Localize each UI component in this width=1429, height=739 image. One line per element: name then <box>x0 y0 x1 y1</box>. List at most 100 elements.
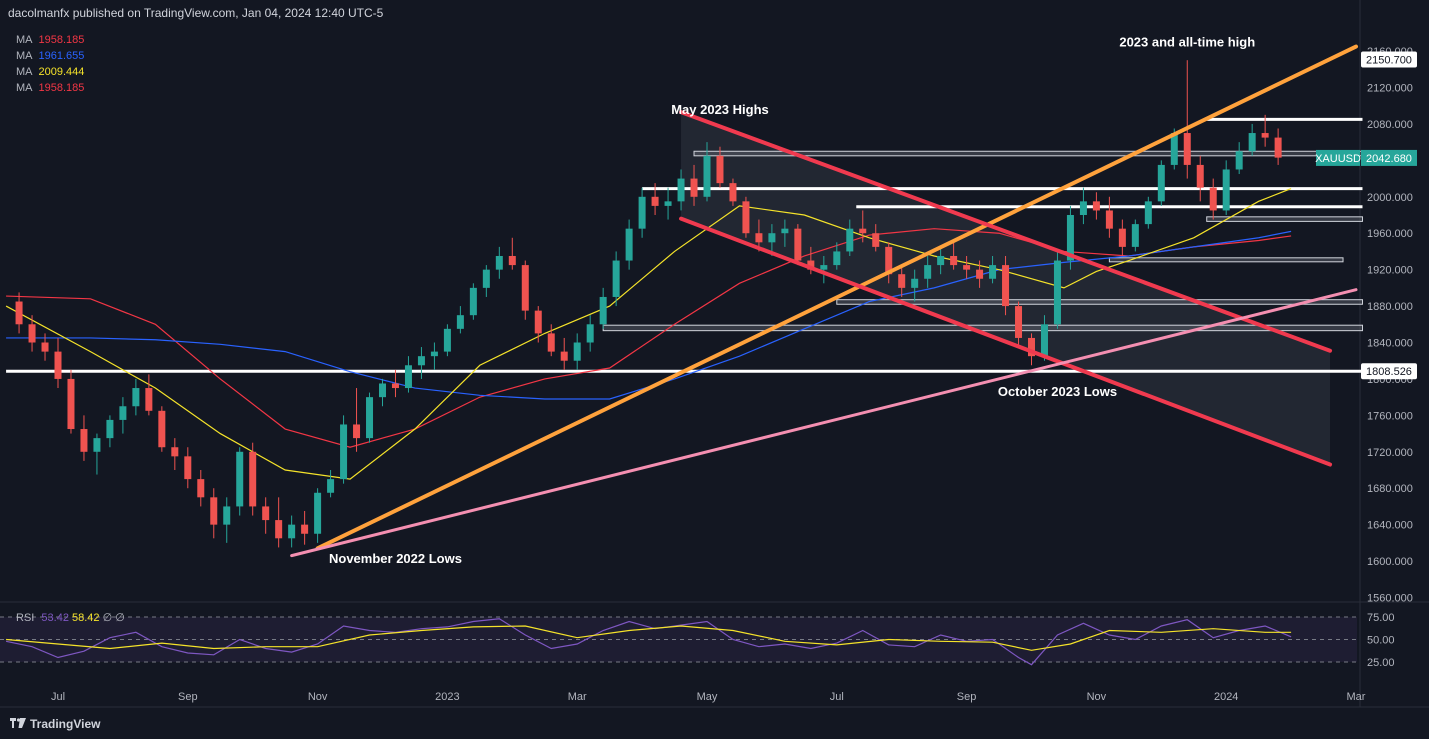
candle-body <box>963 265 971 270</box>
symbol-label: XAUUSD <box>1315 153 1361 165</box>
candle-body <box>547 333 555 352</box>
candle-body <box>1183 133 1191 165</box>
candle-body <box>924 265 932 279</box>
support-resistance-zone <box>1108 257 1344 263</box>
candle-body <box>937 255 945 266</box>
time-tick-label: Jul <box>830 691 844 703</box>
rsi-empty-value: ∅ <box>102 612 113 624</box>
candle-body <box>184 456 192 480</box>
moving-average-line <box>6 230 1292 400</box>
time-tick-label: 2023 <box>435 691 459 703</box>
candle-body <box>1274 137 1282 158</box>
candle-body <box>1040 324 1048 357</box>
ma-legend-row[interactable]: MA 1961.655 <box>16 48 84 64</box>
candle-body <box>560 351 568 361</box>
tradingview-brand[interactable]: TradingView <box>10 717 100 731</box>
candle-body <box>677 178 685 202</box>
price-tick-label: 1840.000 <box>1367 338 1413 350</box>
candle-body <box>456 315 464 329</box>
candle-body <box>612 260 620 297</box>
candle-body <box>1157 164 1165 202</box>
trendline <box>679 216 1333 467</box>
trendline <box>679 110 1333 353</box>
price-level-label: 2150.700 <box>1366 55 1412 67</box>
candle-body <box>80 429 88 452</box>
ma-legend-row[interactable]: MA 1958.185 <box>16 32 84 48</box>
candle-body <box>794 228 802 261</box>
candle-body <box>586 324 594 343</box>
price-tick-label: 2120.000 <box>1367 83 1413 95</box>
ma-legend-label: MA <box>16 66 33 78</box>
candle-body <box>625 228 633 261</box>
ma-legend-value: 1958.185 <box>38 34 85 46</box>
candle-body <box>482 269 490 288</box>
candle-body <box>15 301 23 325</box>
candle-body <box>1196 164 1204 188</box>
rsi-value: 53.42 <box>41 612 69 624</box>
time-tick-label: 2024 <box>1214 691 1238 703</box>
ma-legend-label: MA <box>16 82 33 94</box>
candle-body <box>703 155 711 197</box>
candle-body <box>353 424 361 439</box>
candle-body <box>1092 201 1100 211</box>
candle-body <box>379 383 386 398</box>
candle-body <box>651 196 659 206</box>
candle-body <box>417 356 425 366</box>
candle-body <box>807 260 815 270</box>
candle-body <box>1066 215 1074 261</box>
trendline <box>290 288 1358 558</box>
candle-body <box>1170 133 1178 165</box>
candle-body <box>820 265 828 270</box>
chart-annotation: November 2022 Lows <box>329 551 462 566</box>
candle-body <box>1131 224 1139 247</box>
chart-annotation: 2023 and all-time high <box>1119 35 1255 50</box>
candle-body <box>521 265 529 311</box>
price-tick-label: 2000.000 <box>1367 192 1413 204</box>
candle-body <box>573 342 581 361</box>
rsi-tick-label: 75.00 <box>1367 612 1395 624</box>
candle-body <box>171 447 179 457</box>
time-tick-label: Sep <box>957 691 977 703</box>
candle-body <box>340 424 348 480</box>
candle-body <box>132 388 140 407</box>
rsi-tick-label: 50.00 <box>1367 635 1395 647</box>
rsi-ma-line <box>6 625 1292 651</box>
candle-body <box>664 201 672 206</box>
rsi-legend-label: RSI <box>16 612 35 624</box>
candle-body <box>28 324 36 343</box>
rsi-tick-label: 25.00 <box>1367 657 1395 669</box>
candle-body <box>768 233 776 243</box>
candle-body <box>288 524 296 539</box>
candle-body <box>1222 169 1230 211</box>
ma-legend-value: 1961.655 <box>38 50 85 62</box>
chart-annotation: May 2023 Highs <box>671 102 769 117</box>
candle-body <box>1028 337 1035 357</box>
candle-body <box>1015 306 1023 338</box>
price-tick-label: 1560.000 <box>1367 593 1413 605</box>
candle-body <box>1053 260 1061 325</box>
candle-body <box>781 228 789 234</box>
ma-legend-row[interactable]: MA 1958.185 <box>16 80 84 96</box>
candle-body <box>885 246 893 275</box>
last-price-box <box>1361 149 1417 166</box>
candle-body <box>249 451 257 507</box>
candle-body <box>93 438 101 452</box>
ma-legend-row[interactable]: MA 2009.444 <box>16 64 84 80</box>
candle-body <box>1118 228 1126 247</box>
ma-legend-value: 2009.444 <box>38 66 85 78</box>
candle-body <box>1261 133 1269 138</box>
candle-body <box>1079 201 1087 216</box>
candle-body <box>872 233 880 247</box>
rsi-legend[interactable]: RSI 53.42 58.42 ∅ ∅ <box>16 611 125 624</box>
candle-body <box>366 397 374 439</box>
tradingview-logo-icon <box>10 717 26 731</box>
time-tick-label: Mar <box>568 691 587 703</box>
candle-body <box>67 378 75 430</box>
candle-body <box>223 506 231 525</box>
candle-body <box>443 328 451 352</box>
candle-body <box>755 233 763 243</box>
publisher-caption: dacolmanfx published on TradingView.com,… <box>8 6 384 20</box>
candle-body <box>846 228 854 252</box>
time-tick-label: Mar <box>1347 691 1366 703</box>
